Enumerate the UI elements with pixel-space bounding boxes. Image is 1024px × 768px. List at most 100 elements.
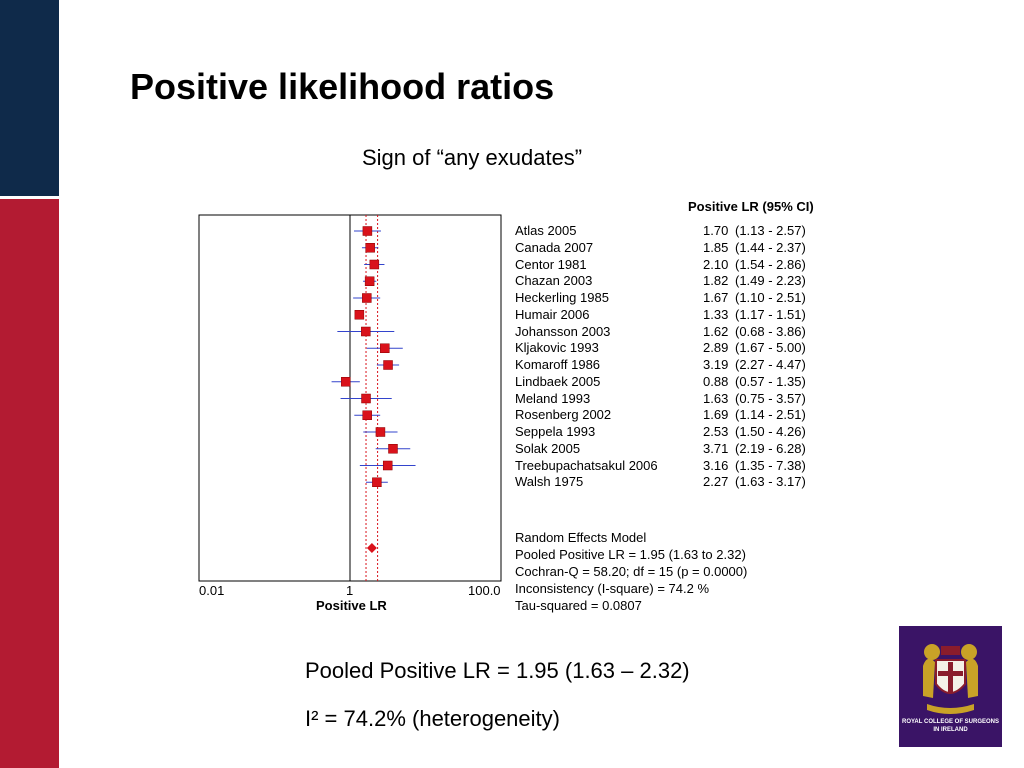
- red-side-band: [0, 199, 59, 768]
- study-name: Chazan 2003: [515, 273, 593, 289]
- logo-line-1: ROYAL COLLEGE OF SURGEONS: [901, 719, 999, 725]
- study-marker: [354, 310, 365, 320]
- summary-line: Random Effects Model: [515, 530, 647, 545]
- study-name: Johansson 2003: [515, 323, 611, 339]
- study-row: Canada 2007 1.85 (1.44 - 2.37): [515, 240, 825, 256]
- study-row: Rosenberg 2002 1.69 (1.14 - 2.51): [515, 407, 825, 423]
- study-marker: [375, 427, 386, 437]
- study-row: Kljakovic 1993 2.89 (1.67 - 5.00): [515, 340, 825, 356]
- study-lr: 0.88: [703, 373, 729, 389]
- study-lr: 3.71: [703, 440, 729, 456]
- study-marker: [362, 410, 372, 420]
- study-lr: 2.53: [703, 424, 729, 439]
- x-tick-label-max: 100.0: [468, 583, 501, 598]
- study-name: Centor 1981: [515, 256, 587, 272]
- study-marker: [388, 444, 398, 454]
- x-tick-label-mid: 1: [346, 583, 354, 598]
- navy-side-band: [0, 0, 59, 196]
- study-lr: 3.19: [703, 357, 729, 372]
- study-row: Solak 2005 3.71 (2.19 - 6.28): [515, 441, 825, 457]
- study-marker: [382, 460, 393, 471]
- study-marker: [380, 343, 390, 353]
- pooled-lr-text: Pooled Positive LR = 1.95 (1.63 – 2.32): [305, 658, 690, 683]
- logo-line-2: IN IRELAND: [933, 727, 968, 733]
- study-marker: [341, 377, 351, 387]
- column-header: Positive LR (95% CI): [688, 199, 814, 214]
- summary-line: Tau-squared = 0.0807: [515, 597, 642, 613]
- study-ci: (1.63 - 3.17): [735, 474, 806, 490]
- study-lr: 1.63: [703, 390, 729, 406]
- study-name: Rosenberg 2002: [515, 407, 612, 423]
- study-name: Treebupachatsakul 2006: [515, 457, 658, 473]
- study-name: Heckerling 1985: [515, 290, 609, 305]
- summary-line: Pooled Positive LR = 1.95 (1.63 to 2.32): [515, 546, 746, 562]
- x-axis-label: Positive LR: [316, 598, 387, 613]
- study-marker: [369, 259, 380, 270]
- study-ci: (1.49 - 2.23): [735, 273, 806, 289]
- x-tick-label-min: 0.01: [199, 583, 225, 598]
- study-name: Humair 2006: [515, 306, 590, 322]
- study-ci: (1.44 - 2.37): [735, 239, 806, 255]
- study-lr: 2.27: [703, 474, 729, 490]
- study-name: Kljakovic 1993: [515, 340, 599, 356]
- heterogeneity-text: I² = 74.2% (heterogeneity): [305, 706, 560, 731]
- study-ci: (1.50 - 4.26): [735, 424, 806, 439]
- study-name: Walsh 1975: [515, 474, 584, 490]
- pooled-diamond: [366, 543, 377, 553]
- study-lr: 1.69: [703, 407, 729, 423]
- study-lr: 1.82: [703, 273, 729, 289]
- study-lr: 1.62: [703, 323, 729, 339]
- college-logo: ROYAL COLLEGE OF SURGEONS IN IRELAND: [899, 626, 1002, 747]
- study-row: Komaroff 1986 3.19 (2.27 - 4.47): [515, 357, 825, 373]
- study-marker: [383, 360, 393, 370]
- study-marker: [362, 293, 372, 303]
- crest-icon: [923, 644, 978, 714]
- study-ci: (1.13 - 2.57): [735, 223, 806, 238]
- study-marker: [362, 226, 373, 236]
- study-name: Lindbaek 2005: [515, 373, 601, 389]
- study-row: Centor 1981 2.10 (1.54 - 2.86): [515, 257, 825, 273]
- study-lr: 3.16: [703, 457, 729, 473]
- study-lr: 1.85: [703, 239, 729, 255]
- study-marker: [364, 276, 375, 286]
- study-row: Walsh 1975 2.27 (1.63 - 3.17): [515, 474, 825, 490]
- study-ci: (0.57 - 1.35): [735, 373, 806, 389]
- study-row: Heckerling 1985 1.67 (1.10 - 2.51): [515, 290, 825, 306]
- summary-line: Cochran-Q = 58.20; df = 15 (p = 0.0000): [515, 563, 748, 579]
- study-name: Atlas 2005: [515, 223, 577, 238]
- study-name: Komaroff 1986: [515, 357, 601, 372]
- study-name: Seppela 1993: [515, 424, 596, 439]
- study-ci: (2.19 - 6.28): [735, 440, 806, 456]
- study-ci: (1.10 - 2.51): [735, 290, 806, 305]
- study-row: Johansson 2003 1.62 (0.68 - 3.86): [515, 324, 825, 340]
- summary-line: Inconsistency (I-square) = 74.2 %: [515, 580, 710, 596]
- study-marker: [372, 477, 382, 487]
- study-name: Solak 2005: [515, 440, 581, 456]
- study-name: Meland 1993: [515, 390, 591, 406]
- forest-marks: [331, 215, 416, 581]
- study-lr: 1.67: [703, 290, 729, 305]
- study-marker: [361, 393, 371, 404]
- study-lr: 1.70: [703, 223, 729, 238]
- study-lr: 2.89: [703, 340, 729, 356]
- study-row: Treebupachatsakul 2006 3.16 (1.35 - 7.38): [515, 458, 825, 474]
- study-row: Chazan 2003 1.82 (1.49 - 2.23): [515, 273, 825, 289]
- study-name: Canada 2007: [515, 239, 594, 255]
- study-marker: [365, 243, 375, 253]
- study-marker: [361, 326, 371, 337]
- study-ci: (0.75 - 3.57): [735, 390, 806, 406]
- study-row: Seppela 1993 2.53 (1.50 - 4.26): [515, 424, 825, 440]
- study-row: Meland 1993 1.63 (0.75 - 3.57): [515, 391, 825, 407]
- study-lr: 1.33: [703, 306, 729, 322]
- study-ci: (1.54 - 2.86): [735, 256, 806, 272]
- slide-title: Positive likelihood ratios: [130, 66, 555, 107]
- study-ci: (1.67 - 5.00): [735, 340, 806, 356]
- study-ci: (0.68 - 3.86): [735, 323, 806, 339]
- model-summary: Random Effects Model Pooled Positive LR =…: [515, 530, 747, 615]
- study-ci: (1.35 - 7.38): [735, 457, 806, 473]
- study-row: Lindbaek 2005 0.88 (0.57 - 1.35): [515, 374, 825, 390]
- study-ci: (1.17 - 1.51): [735, 306, 806, 322]
- study-lr: 2.10: [703, 256, 729, 272]
- chart-subtitle: Sign of “any exudates”: [362, 145, 583, 170]
